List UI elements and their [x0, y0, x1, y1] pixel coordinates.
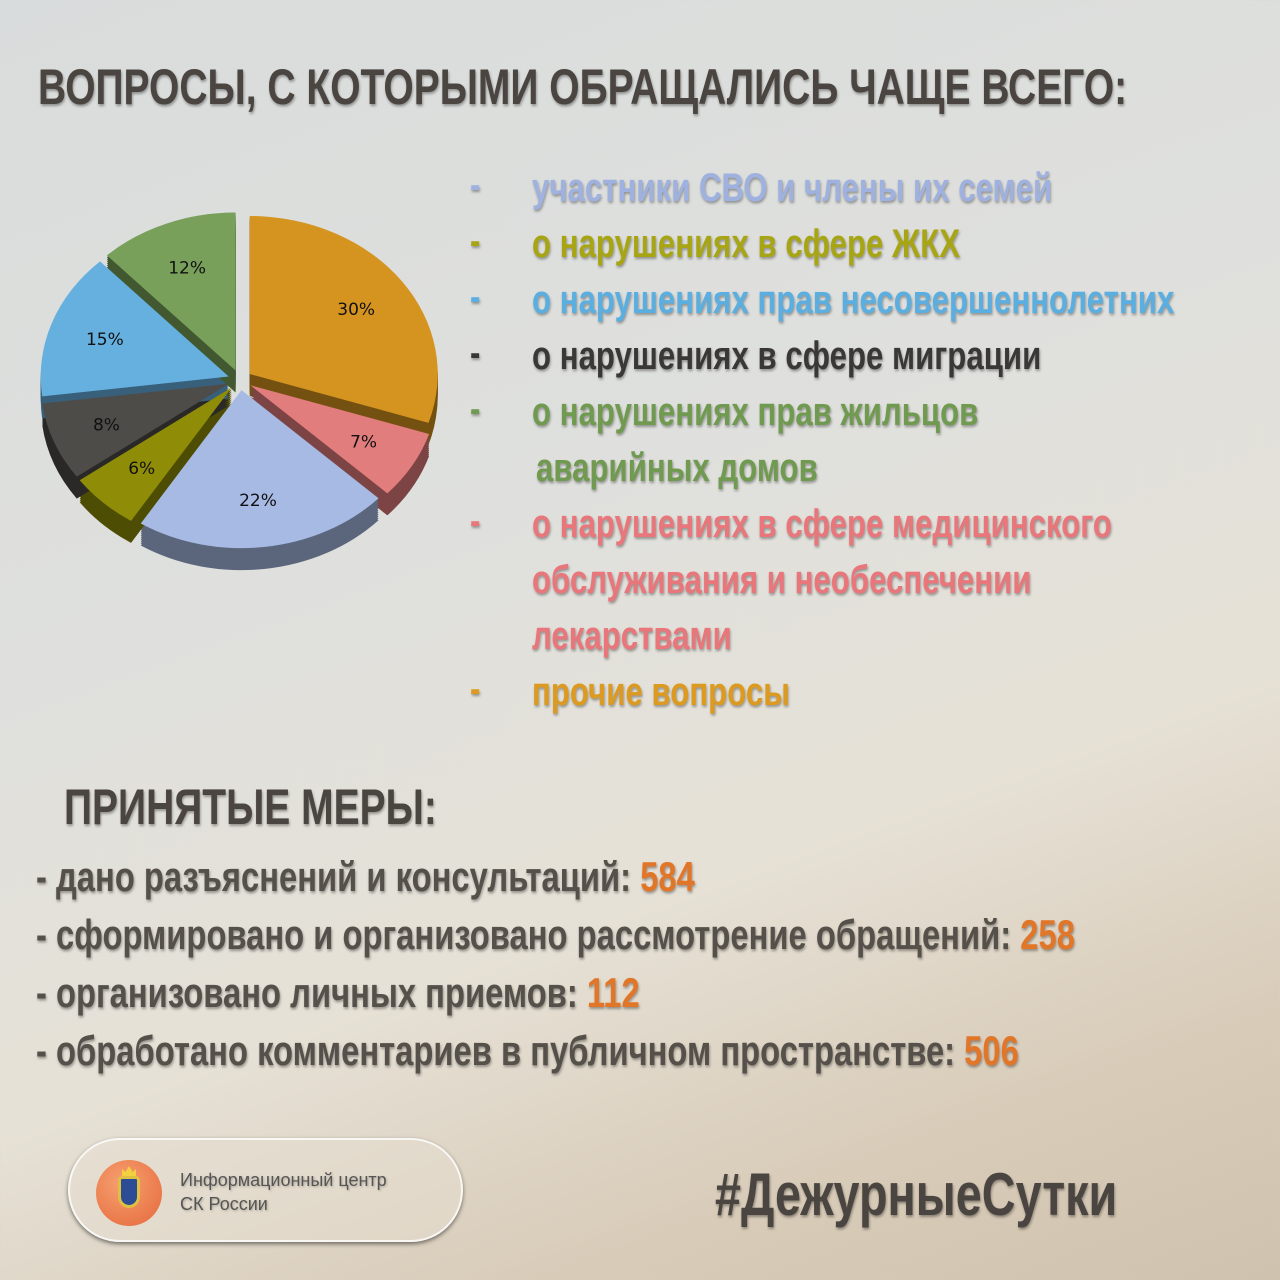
legend-dash: - — [470, 219, 481, 263]
legend-dash: - — [470, 667, 481, 711]
pie-data-label: 12% — [168, 259, 206, 279]
page-title: ВОПРОСЫ, С КОТОРЫМИ ОБРАЩАЛИСЬ ЧАЩЕ ВСЕГ… — [38, 59, 1128, 115]
legend-dash: - — [470, 387, 481, 431]
sk-russia-emblem-icon — [96, 1160, 162, 1226]
measure-value: 584 — [640, 853, 695, 900]
pie-data-label: 15% — [86, 330, 124, 350]
measure-item: - обработано комментариев в публичном пр… — [36, 1027, 1019, 1074]
measure-value: 112 — [586, 969, 640, 1016]
pie-data-label: 6% — [128, 459, 155, 479]
pie-slice — [79, 387, 232, 521]
hashtag: #ДежурныеСутки — [715, 1161, 1118, 1228]
legend-dash: - — [470, 331, 481, 375]
legend-dash: - — [470, 499, 481, 543]
measure-item: - дано разъяснений и консультаций: 584 — [36, 853, 695, 900]
measures-title: ПРИНЯТЫЕ МЕРЫ: — [64, 779, 437, 835]
measure-item: - организовано личных приемов: 112 — [36, 969, 640, 1016]
info-center-name: Информационный центр СК России — [180, 1170, 387, 1214]
pie-slice — [40, 261, 229, 397]
measure-item: - сформировано и организовано рассмотрен… — [36, 911, 1075, 958]
pie-data-label: 7% — [350, 432, 377, 452]
legend-dash: - — [470, 163, 481, 207]
pie-data-label: 22% — [239, 491, 277, 511]
pie-slice — [140, 390, 379, 549]
pie-slice — [250, 385, 430, 494]
pie-data-label: 30% — [337, 300, 375, 320]
measure-value: 258 — [1020, 911, 1075, 958]
legend-dash: - — [470, 275, 481, 319]
pie-slice — [249, 216, 438, 423]
measures-list: - дано разъяснений и консультаций: 584 -… — [36, 848, 1280, 1080]
pie-slice — [42, 383, 229, 477]
info-center-badge: Информационный центр СК России — [68, 1138, 463, 1242]
pie-chart: 30% 7% 22% 6% 8% 15% 12% — [40, 212, 438, 571]
pie-data-label: 8% — [93, 415, 120, 435]
measure-value: 506 — [964, 1027, 1019, 1074]
pie-slice — [106, 212, 236, 371]
